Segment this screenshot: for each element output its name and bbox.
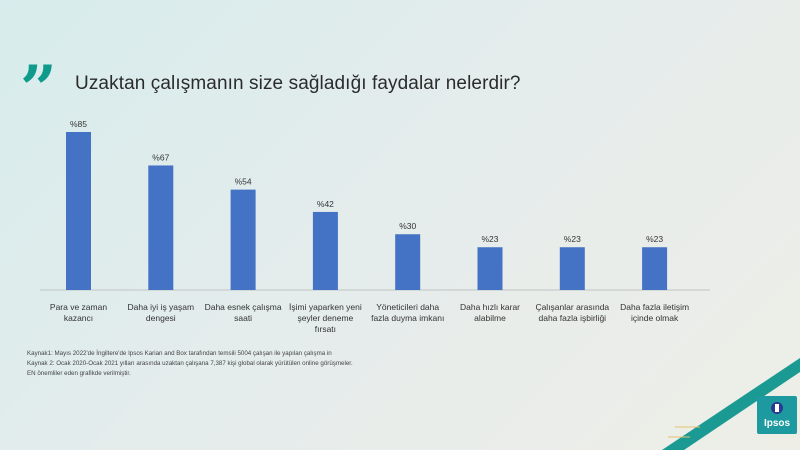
bar — [559, 247, 585, 290]
bar — [148, 165, 174, 290]
bar — [66, 132, 91, 290]
source-line-2: Kaynak 2: Ocak 2020-Ocak 2021 yılları ar… — [27, 360, 353, 367]
category-label: Daha iyi iş yaşam dengesi — [127, 302, 194, 323]
source-line-3: EN önemliler eden grafikde verilmiştir. — [27, 370, 131, 377]
logo-mark-icon — [771, 402, 783, 414]
bar — [477, 247, 503, 290]
data-label: %23 — [646, 234, 663, 244]
data-label: %85 — [70, 119, 87, 129]
category-label: Daha hızlı karar alabilme — [460, 302, 520, 323]
data-label: %42 — [317, 199, 334, 209]
data-label: %67 — [152, 152, 169, 162]
quote-icon: ” — [20, 52, 57, 127]
bar — [642, 247, 668, 290]
logo-text: Ipsos — [763, 418, 791, 429]
data-label: %23 — [564, 234, 581, 244]
data-label: %54 — [235, 177, 252, 187]
chart-title: Uzaktan çalışmanın size sağladığı faydal… — [75, 73, 521, 94]
source-line-1: Kaynak1: Mayıs 2022'de İngiltere'de Ipso… — [27, 350, 332, 357]
category-label: Çalışanlar arasında daha fazla işbirliği — [535, 302, 609, 323]
data-label: %23 — [481, 234, 498, 244]
sources-note: Kaynak1: Mayıs 2022'de İngiltere'de Ipso… — [27, 349, 587, 379]
bar — [230, 189, 256, 290]
category-label: Daha fazla iletişim içinde olmak — [620, 302, 689, 323]
bar-chart: %85 Para ve zaman kazancı %67 Daha iyi iş ya… — [40, 119, 710, 334]
bar — [395, 234, 421, 290]
category-label: Para ve zaman kazancı — [50, 302, 107, 323]
category-label: Yöneticileri daha fazla duyma imkanı — [371, 302, 444, 323]
ipsos-logo: Ipsos — [757, 396, 797, 434]
category-label: İşimi yaparken yeni şeyler deneme fırsatı — [289, 302, 362, 334]
category-label: Daha esnek çalışma saati — [205, 302, 282, 323]
data-label: %30 — [399, 221, 416, 231]
bar — [312, 211, 338, 290]
